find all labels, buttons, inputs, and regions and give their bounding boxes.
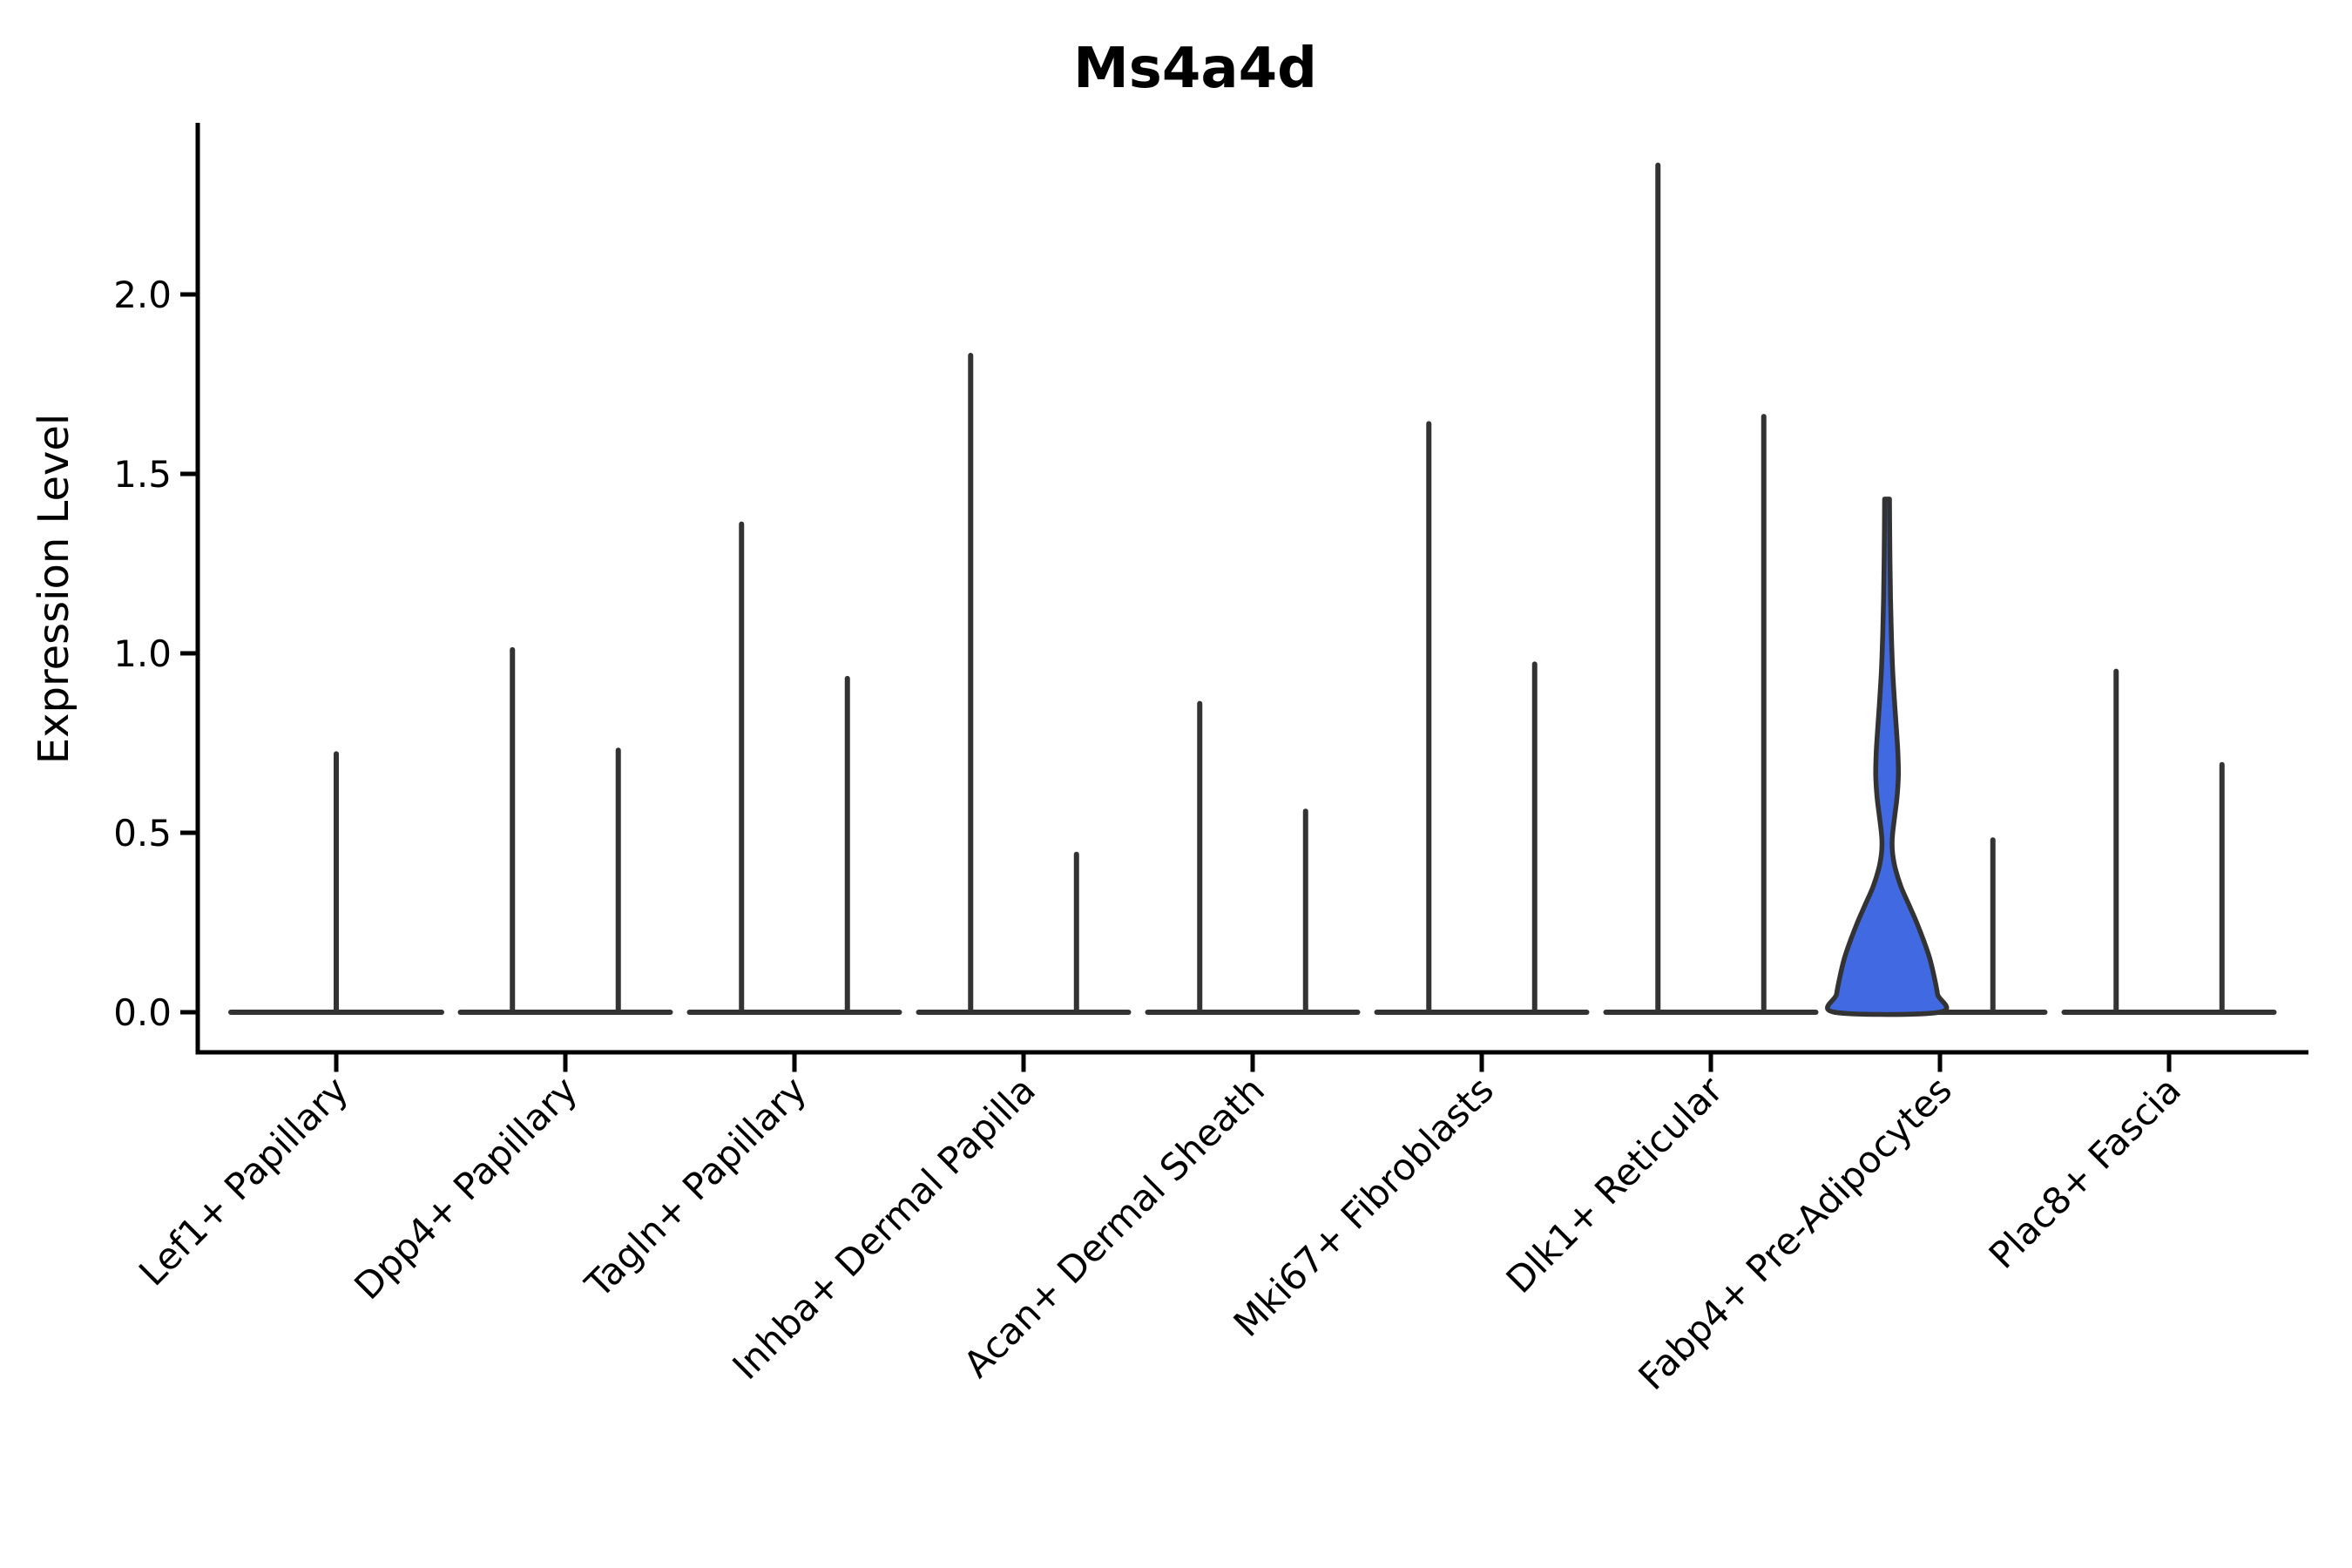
y-tick-label: 2.0 (113, 274, 172, 316)
y-tick-label: 0.0 (113, 991, 172, 1034)
y-axis-label: Expression Level (30, 414, 78, 765)
x-tick-label: Tagln+ Papillary (577, 1068, 814, 1306)
x-tick-label: Plac8+ Fascia (1981, 1068, 2189, 1276)
x-tick-label: Dlk1+ Reticular (1498, 1068, 1732, 1301)
x-tick-label: Dpp4+ Papillary (346, 1068, 585, 1308)
y-tick-label: 1.5 (113, 453, 172, 496)
chart-title: Ms4a4d (1073, 37, 1317, 101)
x-tick-label: Lef1+ Papillary (131, 1068, 356, 1294)
highlighted-violin (1825, 497, 1950, 1017)
y-tick-label: 0.5 (113, 812, 172, 855)
y-tick-label: 1.0 (113, 632, 172, 675)
x-tick-label: Mki67+ Fibroblasts (1226, 1068, 1502, 1344)
